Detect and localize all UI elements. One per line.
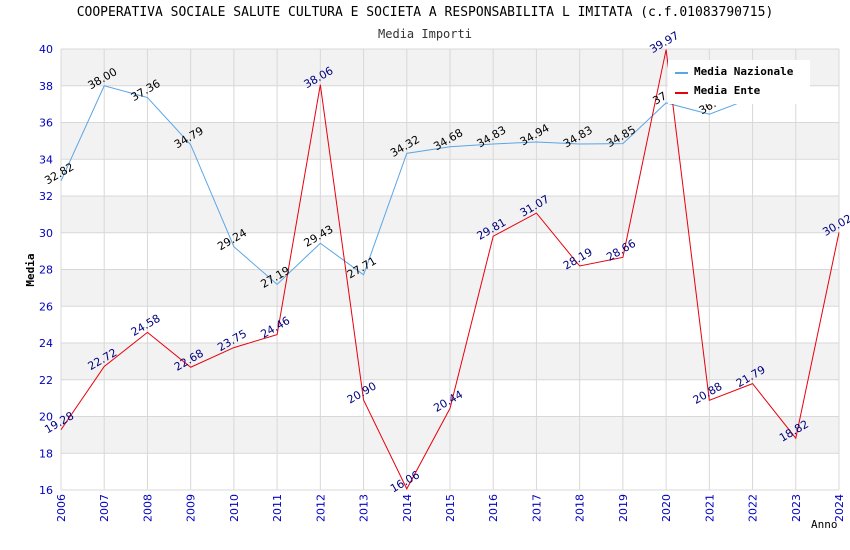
y-axis-ticks: 16 18 20 22 24 26 28 30 32 34 36 38 40 [39,43,53,497]
x-tick-label: 2017 [530,494,543,522]
y-tick-label: 38 [39,80,53,93]
gridlines [60,48,840,491]
x-tick-label: 2021 [703,494,716,522]
y-tick-label: 18 [39,447,53,460]
y-tick-label: 32 [39,190,53,203]
legend: Media Nazionale Media Ente [668,60,810,104]
y-axis-label: Media [24,253,37,286]
series-lines [60,49,840,490]
series-line-0 [60,85,753,286]
x-tick-label: 2022 [747,494,760,522]
data-label: 24.46 [258,314,292,341]
chart-title: COOPERATIVA SOCIALE SALUTE CULTURA E SOC… [76,5,774,20]
data-label: 28.66 [604,237,638,264]
y-tick-label: 30 [39,227,53,240]
x-tick-label: 2016 [487,494,500,522]
y-tick-label: 36 [39,117,53,130]
y-tick-label: 22 [39,374,53,387]
x-tick-label: 2006 [55,494,68,522]
x-tick-label: 2023 [790,494,803,522]
x-tick-label: 2010 [228,494,241,522]
data-label: 24.58 [129,312,163,339]
legend-label-media-ente: Media Ente [694,84,761,97]
x-axis-ticks: 2006 2007 2008 2009 2010 2011 2012 2013 2014 2015… [55,494,846,522]
x-tick-label: 2019 [617,494,630,522]
legend-box [668,60,810,104]
y-tick-label: 16 [39,484,53,497]
x-tick-label: 2015 [444,494,457,522]
y-tick-label: 24 [39,337,53,350]
x-tick-label: 2007 [98,494,111,522]
series-line-1 [60,49,840,490]
y-tick-label: 28 [39,264,53,277]
x-tick-label: 2020 [660,494,673,522]
x-tick-label: 2011 [271,494,284,522]
y-tick-label: 26 [39,300,53,313]
chart-subtitle: Media Importi [378,27,472,41]
data-label: 20.90 [345,379,379,406]
x-tick-label: 2012 [314,494,327,522]
y-tick-label: 34 [39,153,53,166]
y-tick-label: 40 [39,43,53,56]
x-tick-label: 2024 [833,494,846,522]
y-tick-label: 20 [39,411,53,424]
x-tick-label: 2013 [358,494,371,522]
data-label: 16.06 [388,468,422,495]
x-tick-label: 2014 [401,494,414,522]
x-axis-label: Anno [811,518,838,531]
x-tick-label: 2018 [574,494,587,522]
legend-label-media-nazionale: Media Nazionale [694,65,794,78]
x-tick-label: 2008 [141,494,154,522]
x-tick-label: 2009 [185,494,198,522]
